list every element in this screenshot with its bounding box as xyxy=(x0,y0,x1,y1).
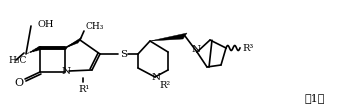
Text: （1）: （1） xyxy=(305,93,325,103)
Polygon shape xyxy=(65,37,82,48)
Text: H₃C: H₃C xyxy=(8,55,26,65)
Text: OH: OH xyxy=(37,20,54,28)
Text: CH₃: CH₃ xyxy=(86,21,104,31)
Text: O: O xyxy=(14,78,24,88)
Text: R²: R² xyxy=(160,82,170,90)
Text: N: N xyxy=(151,73,161,83)
Polygon shape xyxy=(150,33,187,41)
Text: N: N xyxy=(191,44,201,54)
Text: S: S xyxy=(120,49,128,59)
Text: N: N xyxy=(61,66,71,76)
Text: R³: R³ xyxy=(242,43,254,53)
Text: R¹: R¹ xyxy=(78,84,90,94)
